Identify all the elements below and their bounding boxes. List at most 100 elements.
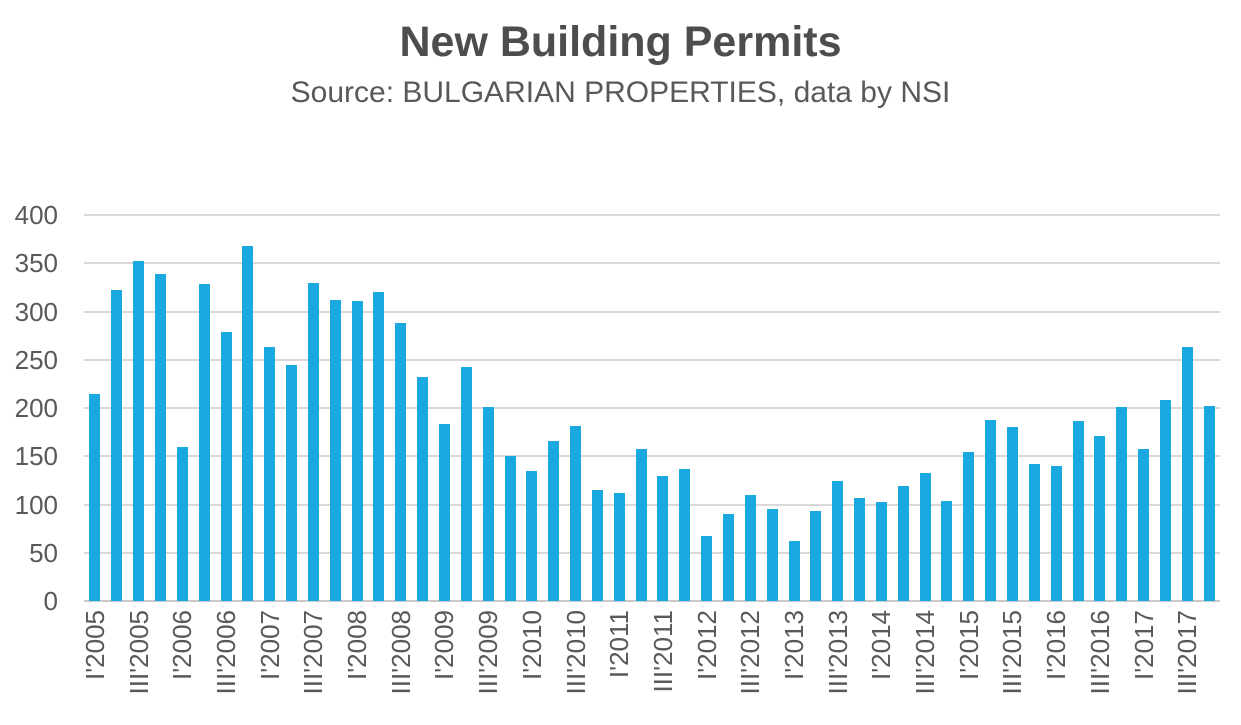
x-axis-label-III'2017: III'2017	[1172, 610, 1203, 695]
x-axis-label-I'2016: I'2016	[1041, 610, 1072, 681]
bar-II'2006	[198, 284, 210, 601]
chart-subtitle: Source: BULGARIAN PROPERTIES, data by NS…	[290, 76, 951, 109]
x-axis-label-III'2009: III'2009	[473, 610, 504, 695]
bar-II'2011	[635, 449, 647, 601]
bar-II'2007	[286, 365, 298, 601]
bar-II'2016	[1072, 421, 1084, 601]
x-axis-label-III'2015: III'2015	[997, 610, 1028, 695]
bar-I'2006	[176, 447, 188, 601]
gridline-50	[84, 551, 1220, 554]
gridline-250	[84, 358, 1220, 361]
x-axis-label-I'2014: I'2014	[866, 610, 897, 681]
bar-IV'2011	[679, 469, 691, 601]
bar-II'2017	[1159, 400, 1171, 601]
x-axis-label-III'2007: III'2007	[298, 610, 329, 695]
gridline-350	[84, 262, 1220, 265]
x-axis-label-III'2011: III'2011	[647, 610, 678, 693]
bar-I'2011	[613, 493, 625, 601]
bar-IV'2007	[329, 300, 341, 601]
bar-I'2016	[1050, 466, 1062, 601]
bar-I'2012	[701, 536, 713, 601]
y-axis-label-150: 150	[14, 441, 58, 472]
bar-IV'2009	[504, 456, 516, 601]
x-axis-label-I'2012: I'2012	[691, 610, 722, 681]
x-axis-label-III'2005: III'2005	[123, 610, 154, 695]
bar-III'2011	[657, 476, 669, 601]
bar-I'2013	[788, 541, 800, 601]
bar-I'2005	[89, 394, 101, 601]
x-axis-line	[84, 600, 1220, 602]
bar-III'2010	[570, 426, 582, 601]
bar-III'2013	[832, 481, 844, 601]
x-axis-label-I'2006: I'2006	[167, 610, 198, 681]
bar-II'2014	[897, 486, 909, 601]
y-axis-label-50: 50	[29, 537, 58, 568]
bar-II'2012	[722, 514, 734, 601]
bar-II'2015	[985, 420, 997, 601]
y-axis-label-200: 200	[14, 393, 58, 423]
bar-III'2012	[744, 495, 756, 601]
bar-IV'2017	[1203, 406, 1215, 601]
chart-title: New Building Permits	[399, 18, 842, 66]
bar-IV'2014	[941, 501, 953, 601]
bar-IV'2006	[242, 246, 254, 601]
x-axis-label-I'2005: I'2005	[79, 610, 110, 681]
x-axis-label-III'2013: III'2013	[822, 610, 853, 695]
bar-III'2009	[482, 407, 494, 601]
bar-III'2016	[1094, 436, 1106, 601]
x-axis-label-III'2008: III'2008	[385, 610, 416, 695]
bar-I'2017	[1138, 449, 1150, 601]
bar-I'2008	[351, 301, 363, 601]
x-axis-label-I'2010: I'2010	[516, 610, 547, 681]
bar-III'2005	[133, 261, 145, 601]
gridline-300	[84, 310, 1220, 313]
bar-III'2017	[1181, 347, 1193, 601]
bar-I'2015	[963, 452, 975, 601]
y-axis-label-350: 350	[14, 248, 58, 279]
x-axis-label-I'2015: I'2015	[953, 610, 984, 681]
gridline-150	[84, 455, 1220, 458]
x-axis-label-I'2017: I'2017	[1128, 610, 1159, 681]
bar-IV'2012	[766, 509, 778, 601]
bar-I'2009	[438, 424, 450, 601]
bar-III'2014	[919, 473, 931, 601]
bar-III'2006	[220, 332, 232, 601]
bar-II'2013	[810, 511, 822, 601]
x-axis-label-III'2006: III'2006	[211, 610, 241, 695]
bar-III'2007	[307, 283, 319, 601]
x-axis-label-I'2013: I'2013	[779, 610, 809, 681]
x-axis-label-I'2009: I'2009	[429, 610, 460, 681]
bar-II'2005	[111, 290, 123, 601]
bar-IV'2005	[154, 274, 166, 601]
bar-II'2009	[460, 367, 472, 601]
y-axis-label-100: 100	[14, 489, 58, 520]
gridline-200	[84, 407, 1220, 409]
bar-III'2015	[1006, 427, 1018, 601]
bar-II'2008	[373, 292, 385, 601]
x-axis-label-I'2007: I'2007	[254, 610, 285, 681]
bar-II'2010	[548, 441, 560, 601]
bar-III'2008	[395, 323, 407, 601]
y-axis-label-400: 400	[14, 200, 58, 230]
bar-IV'2010	[591, 490, 603, 601]
y-axis-label-250: 250	[14, 344, 58, 375]
x-axis-label-I'2011: I'2011	[604, 610, 635, 679]
bar-IV'2008	[417, 377, 429, 601]
bar-I'2010	[526, 471, 538, 601]
x-axis-label-III'2010: III'2010	[560, 610, 591, 695]
bar-IV'2016	[1116, 407, 1128, 601]
x-axis-label-III'2016: III'2016	[1084, 610, 1115, 695]
gridline-400	[84, 214, 1220, 216]
y-axis-label-300: 300	[14, 296, 58, 327]
x-axis-label-III'2012: III'2012	[735, 610, 766, 695]
bar-IV'2015	[1028, 464, 1040, 601]
x-axis-label-III'2014: III'2014	[910, 610, 941, 695]
gridline-100	[84, 503, 1220, 506]
bar-I'2007	[264, 347, 276, 601]
y-axis-label-0: 0	[43, 586, 58, 616]
bar-IV'2013	[854, 498, 866, 601]
x-axis-label-I'2008: I'2008	[342, 610, 373, 681]
bar-I'2014	[875, 502, 887, 601]
